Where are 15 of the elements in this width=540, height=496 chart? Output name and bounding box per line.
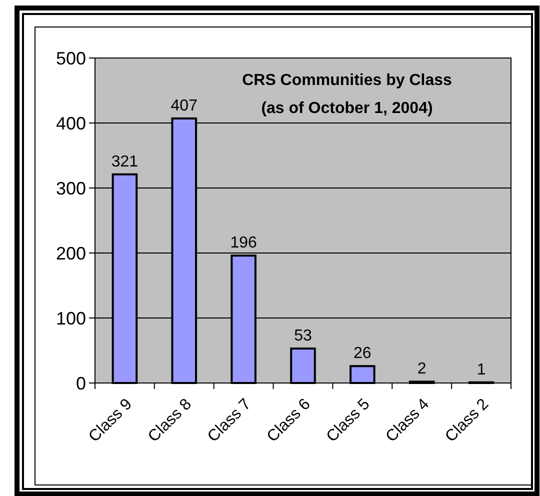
data-label: 53 bbox=[294, 328, 312, 345]
data-label: 26 bbox=[354, 345, 372, 362]
data-label: 407 bbox=[170, 97, 198, 114]
text: (as of October 1, 2004) bbox=[261, 100, 433, 117]
text: CRS Communities by Class bbox=[242, 72, 452, 89]
y-tick-label: 400 bbox=[56, 113, 86, 134]
data-label: 196 bbox=[230, 234, 258, 252]
y-tick-label: 100 bbox=[56, 308, 86, 328]
y-tick-label: 200 bbox=[56, 243, 86, 264]
data-label: 321 bbox=[111, 153, 138, 170]
data-label: 1 bbox=[476, 361, 486, 378]
y-tick-label: 0 bbox=[76, 373, 86, 394]
y-tick-label: 500 bbox=[56, 48, 86, 68]
y-tick-label: 300 bbox=[56, 178, 86, 198]
data-label: 2 bbox=[417, 360, 426, 378]
